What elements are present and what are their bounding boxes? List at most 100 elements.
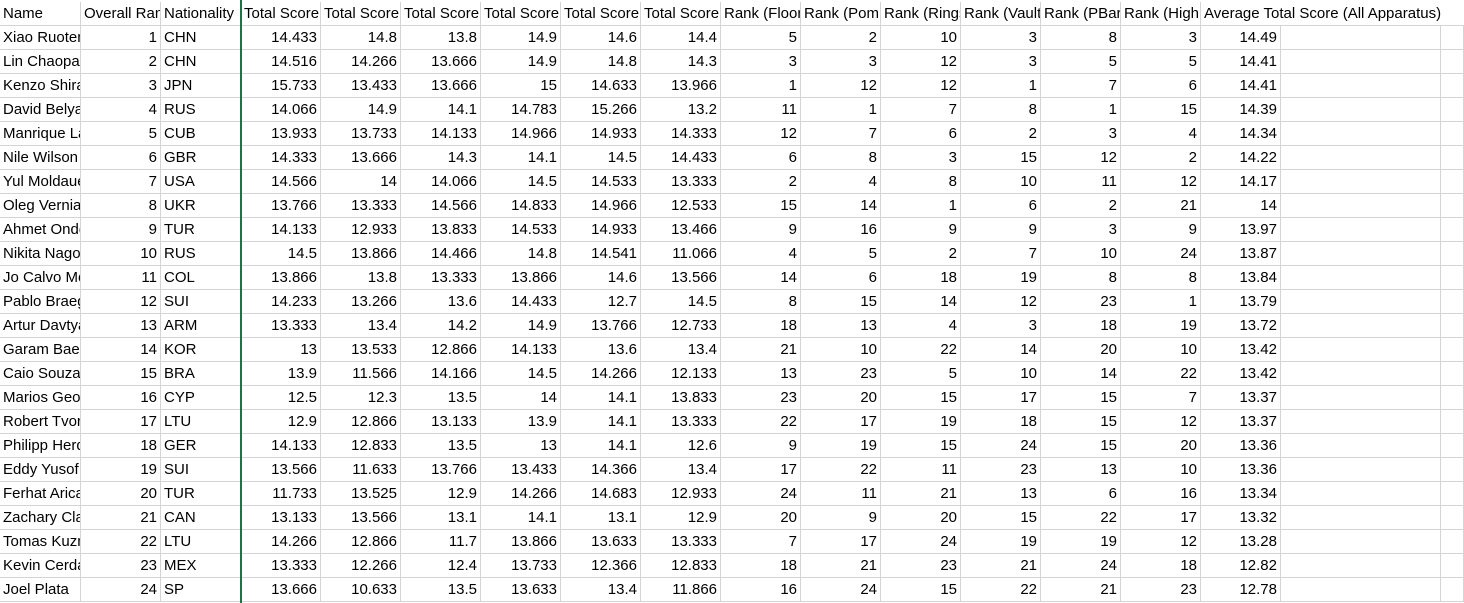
cell-total-highbar[interactable]: 11.066 <box>641 242 721 266</box>
cell-nationality[interactable]: RUS <box>161 242 241 266</box>
cell-rank-rings[interactable]: 3 <box>881 146 961 170</box>
cell-rank-rings[interactable]: 2 <box>881 242 961 266</box>
cell-rank-vault[interactable]: 3 <box>961 314 1041 338</box>
cell-total-rings[interactable]: 13.1 <box>401 506 481 530</box>
cell-rank-pommel[interactable]: 6 <box>801 266 881 290</box>
empty-cell[interactable] <box>1441 362 1464 386</box>
cell-total-vault[interactable]: 13.9 <box>481 410 561 434</box>
cell-total-vault[interactable]: 13.866 <box>481 266 561 290</box>
header-cell-total-pbars[interactable]: Total Score (PBars) <box>561 2 641 26</box>
cell-rank-floor[interactable]: 12 <box>721 122 801 146</box>
cell-rank-highbar[interactable]: 23 <box>1121 578 1201 602</box>
cell-average-total[interactable]: 14.41 <box>1201 50 1281 74</box>
cell-total-vault[interactable]: 14.783 <box>481 98 561 122</box>
cell-overall-rank[interactable]: 17 <box>81 410 161 434</box>
cell-total-highbar[interactable]: 13.4 <box>641 458 721 482</box>
cell-average-total[interactable]: 13.32 <box>1201 506 1281 530</box>
cell-total-pommel[interactable]: 12.866 <box>321 530 401 554</box>
cell-total-pommel[interactable]: 13.8 <box>321 266 401 290</box>
cell-rank-pbars[interactable]: 3 <box>1041 218 1121 242</box>
empty-cell[interactable] <box>1441 506 1464 530</box>
cell-total-vault[interactable]: 14.5 <box>481 170 561 194</box>
cell-rank-floor[interactable]: 4 <box>721 242 801 266</box>
cell-name[interactable]: Oleg Verniaiev <box>0 194 81 218</box>
cell-average-total[interactable]: 12.78 <box>1201 578 1281 602</box>
cell-total-rings[interactable]: 14.466 <box>401 242 481 266</box>
cell-total-pbars[interactable]: 14.366 <box>561 458 641 482</box>
cell-total-rings[interactable]: 13.666 <box>401 50 481 74</box>
empty-cell[interactable] <box>1441 458 1464 482</box>
cell-rank-pommel[interactable]: 16 <box>801 218 881 242</box>
cell-rank-floor[interactable]: 18 <box>721 314 801 338</box>
cell-overall-rank[interactable]: 10 <box>81 242 161 266</box>
cell-rank-vault[interactable]: 10 <box>961 170 1041 194</box>
cell-rank-floor[interactable]: 21 <box>721 338 801 362</box>
cell-total-rings[interactable]: 13.5 <box>401 578 481 602</box>
cell-overall-rank[interactable]: 16 <box>81 386 161 410</box>
cell-total-floor[interactable]: 13.9 <box>241 362 321 386</box>
cell-total-highbar[interactable]: 11.866 <box>641 578 721 602</box>
cell-total-vault[interactable]: 14.1 <box>481 146 561 170</box>
cell-rank-highbar[interactable]: 18 <box>1121 554 1201 578</box>
cell-rank-pbars[interactable]: 15 <box>1041 410 1121 434</box>
empty-cell[interactable] <box>1441 26 1464 50</box>
cell-rank-vault[interactable]: 22 <box>961 578 1041 602</box>
cell-rank-pbars[interactable]: 3 <box>1041 122 1121 146</box>
cell-total-vault[interactable]: 13.633 <box>481 578 561 602</box>
cell-total-pommel[interactable]: 10.633 <box>321 578 401 602</box>
cell-total-rings[interactable]: 13.5 <box>401 434 481 458</box>
cell-rank-rings[interactable]: 18 <box>881 266 961 290</box>
cell-total-rings[interactable]: 13.666 <box>401 74 481 98</box>
cell-rank-pbars[interactable]: 6 <box>1041 482 1121 506</box>
header-cell-rank-rings[interactable]: Rank (Rings) <box>881 2 961 26</box>
cell-overall-rank[interactable]: 18 <box>81 434 161 458</box>
cell-rank-rings[interactable]: 11 <box>881 458 961 482</box>
cell-total-floor[interactable]: 14.133 <box>241 434 321 458</box>
empty-cell[interactable] <box>1441 530 1464 554</box>
cell-rank-rings[interactable]: 14 <box>881 290 961 314</box>
cell-rank-rings[interactable]: 15 <box>881 434 961 458</box>
cell-total-vault[interactable]: 14.1 <box>481 506 561 530</box>
cell-average-total[interactable]: 14.39 <box>1201 98 1281 122</box>
cell-total-pommel[interactable]: 14.266 <box>321 50 401 74</box>
cell-total-pbars[interactable]: 13.6 <box>561 338 641 362</box>
empty-cell[interactable] <box>1281 218 1441 242</box>
cell-total-rings[interactable]: 13.8 <box>401 26 481 50</box>
cell-name[interactable]: Ferhat Arican <box>0 482 81 506</box>
cell-total-rings[interactable]: 14.3 <box>401 146 481 170</box>
empty-cell[interactable] <box>1281 482 1441 506</box>
cell-rank-pommel[interactable]: 24 <box>801 578 881 602</box>
cell-overall-rank[interactable]: 6 <box>81 146 161 170</box>
cell-rank-floor[interactable]: 8 <box>721 290 801 314</box>
empty-cell[interactable] <box>1441 194 1464 218</box>
header-cell-rank-floor[interactable]: Rank (Floor) <box>721 2 801 26</box>
empty-cell[interactable] <box>1441 338 1464 362</box>
cell-total-highbar[interactable]: 14.5 <box>641 290 721 314</box>
empty-cell[interactable] <box>1281 314 1441 338</box>
empty-cell[interactable] <box>1281 386 1441 410</box>
cell-total-highbar[interactable]: 14.3 <box>641 50 721 74</box>
cell-rank-vault[interactable]: 3 <box>961 50 1041 74</box>
cell-total-vault[interactable]: 14.833 <box>481 194 561 218</box>
cell-rank-floor[interactable]: 15 <box>721 194 801 218</box>
empty-cell[interactable] <box>1441 74 1464 98</box>
cell-total-rings[interactable]: 11.7 <box>401 530 481 554</box>
cell-total-floor[interactable]: 14.516 <box>241 50 321 74</box>
cell-total-pommel[interactable]: 13.733 <box>321 122 401 146</box>
cell-total-highbar[interactable]: 12.833 <box>641 554 721 578</box>
cell-average-total[interactable]: 13.36 <box>1201 434 1281 458</box>
cell-total-floor[interactable]: 12.5 <box>241 386 321 410</box>
header-cell-nationality[interactable]: Nationality <box>161 2 241 26</box>
cell-total-floor[interactable]: 13.566 <box>241 458 321 482</box>
cell-average-total[interactable]: 13.87 <box>1201 242 1281 266</box>
cell-rank-pommel[interactable]: 3 <box>801 50 881 74</box>
cell-rank-highbar[interactable]: 22 <box>1121 362 1201 386</box>
cell-total-pbars[interactable]: 15.266 <box>561 98 641 122</box>
empty-cell[interactable] <box>1441 578 1464 602</box>
cell-rank-vault[interactable]: 19 <box>961 530 1041 554</box>
cell-rank-vault[interactable]: 18 <box>961 410 1041 434</box>
cell-total-rings[interactable]: 13.833 <box>401 218 481 242</box>
cell-rank-highbar[interactable]: 5 <box>1121 50 1201 74</box>
cell-total-pommel[interactable]: 11.633 <box>321 458 401 482</box>
cell-total-rings[interactable]: 14.1 <box>401 98 481 122</box>
